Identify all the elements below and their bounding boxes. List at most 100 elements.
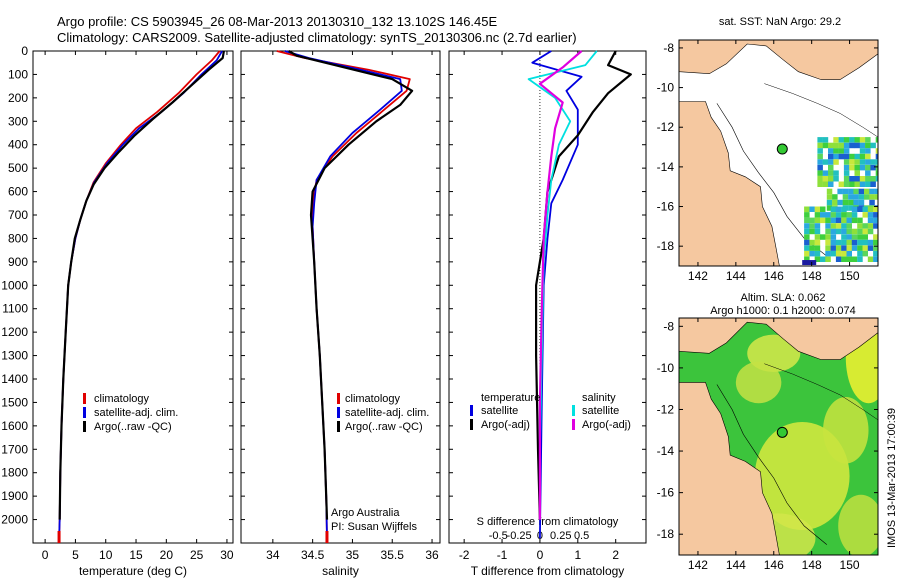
sst-pixel bbox=[809, 223, 815, 229]
x-axis-label: temperature (deg C) bbox=[79, 564, 187, 578]
sst-pixel bbox=[858, 199, 865, 206]
legend-label-t-satellite: satellite bbox=[481, 405, 518, 417]
sst-pixel bbox=[846, 212, 852, 218]
sst-pixel bbox=[865, 181, 871, 187]
legend-label-t-argo: Argo(-adj) bbox=[481, 419, 530, 431]
sst-pixel bbox=[870, 181, 876, 187]
map-y-tick-label: -16 bbox=[657, 486, 675, 500]
sst-pixel bbox=[841, 206, 847, 212]
sst-pixel bbox=[857, 206, 863, 212]
sst-pixel bbox=[873, 217, 878, 224]
sst-pixel bbox=[849, 153, 855, 160]
x-tick-label: 30 bbox=[220, 548, 234, 562]
sst-pixel bbox=[842, 194, 849, 200]
sst-pixel bbox=[832, 199, 838, 206]
sst-pixel bbox=[838, 153, 845, 160]
sst-pixel bbox=[854, 159, 860, 165]
australia-land bbox=[679, 101, 780, 266]
sst-pixel bbox=[862, 223, 868, 229]
sst-pixel bbox=[833, 159, 839, 165]
sst-pixel bbox=[862, 245, 868, 251]
sst-pixel bbox=[846, 245, 852, 251]
sst-pixel bbox=[804, 228, 810, 235]
sst-pixel bbox=[851, 217, 858, 224]
y-tick-label: 1100 bbox=[2, 302, 28, 316]
sst-pixel bbox=[870, 142, 876, 149]
s-tick-label: 0.5 bbox=[574, 530, 589, 542]
map-y-tick-label: -12 bbox=[657, 120, 675, 134]
x-tick-label: 20 bbox=[160, 548, 174, 562]
sst-pixel bbox=[817, 159, 823, 165]
map-y-tick-label: -12 bbox=[657, 402, 675, 416]
sst-pixel bbox=[804, 223, 810, 229]
sst-pixel bbox=[817, 137, 823, 143]
sst-pixel bbox=[826, 199, 833, 206]
sla-map-panel: 142 144 146 148 150 -8 -10 -12 -14 -16 -18 bbox=[657, 317, 879, 572]
sst-pixel bbox=[828, 164, 834, 171]
y-tick-label: 1600 bbox=[1, 419, 28, 433]
sst-pixel bbox=[825, 234, 831, 240]
sst-pixel bbox=[825, 245, 831, 251]
temperature-panel: 0100200300400500600700800900100011001200… bbox=[1, 44, 234, 578]
legend-swatch-s-satellite bbox=[572, 405, 575, 416]
legend-label-s-argo: Argo(-adj) bbox=[582, 419, 631, 431]
sst-pixel bbox=[814, 256, 821, 262]
sst-pixel bbox=[825, 250, 831, 257]
sst-pixel bbox=[865, 159, 871, 165]
bottom-marker bbox=[57, 531, 61, 543]
argo-float-marker[interactable] bbox=[776, 143, 788, 155]
map-x-tick-label: 144 bbox=[726, 269, 746, 283]
sst-pixel bbox=[862, 250, 868, 257]
sst-pixel bbox=[846, 223, 852, 229]
map-frame bbox=[678, 317, 879, 556]
sst-pixel bbox=[859, 176, 866, 182]
header-title-line1: Argo profile: CS 5903945_26 08-Mar-2013 … bbox=[57, 14, 498, 29]
x-tick-label: 35 bbox=[346, 548, 360, 562]
sst-pixel bbox=[822, 170, 829, 176]
sst-pixel bbox=[875, 170, 878, 176]
sst-pixel bbox=[843, 142, 850, 149]
sst-pixel bbox=[809, 217, 815, 224]
legend-label-climatology: climatology bbox=[94, 393, 150, 405]
sst-pixel bbox=[817, 176, 823, 182]
x-tick-label: 35.5 bbox=[381, 548, 405, 562]
sst-pixel bbox=[833, 142, 839, 149]
map-y-tick-label: -18 bbox=[657, 527, 675, 541]
sst-pixel bbox=[825, 239, 831, 246]
salinity-legend: climatology satellite-adj. clim. Argo(..… bbox=[337, 393, 429, 433]
png-land bbox=[679, 40, 878, 80]
x-axis-label: salinity bbox=[322, 564, 359, 578]
sst-pixel bbox=[873, 212, 878, 218]
sst-pixel bbox=[804, 234, 810, 240]
sst-pixel bbox=[835, 250, 842, 257]
legend-label-climatology: climatology bbox=[345, 393, 401, 405]
legend-swatch-climatology bbox=[83, 393, 86, 404]
legend-label-satellite: satellite-adj. clim. bbox=[345, 407, 429, 419]
plot-frame bbox=[32, 50, 234, 544]
s-tick-label: -0.5 bbox=[489, 530, 508, 542]
x-tick-label: 34 bbox=[266, 548, 280, 562]
sst-pixel bbox=[835, 212, 842, 218]
sst-pixel bbox=[859, 142, 866, 149]
sst-pixel bbox=[846, 256, 852, 262]
sst-pixel bbox=[820, 217, 826, 224]
sst-pixel bbox=[830, 245, 837, 251]
sst-pixel bbox=[814, 228, 821, 235]
sst-pixel bbox=[846, 250, 852, 257]
sst-pixel bbox=[804, 212, 810, 218]
argo-float-marker[interactable] bbox=[776, 426, 788, 438]
difference-panel: -2 -1 0 1 2-0.5-0.25 0 0.25 0.5S difference fro… bbox=[448, 50, 647, 578]
sst-pixel bbox=[865, 153, 871, 160]
sst-pixel bbox=[828, 148, 834, 154]
sst-pixel bbox=[814, 212, 821, 218]
sst-pixel bbox=[857, 250, 863, 257]
sla-map-title-line1: Altim. SLA: 0.062 bbox=[741, 292, 826, 304]
sst-pixel bbox=[809, 239, 815, 246]
sst-pixel bbox=[828, 181, 834, 187]
series-line-s-argo bbox=[538, 50, 583, 520]
sst-pixel bbox=[842, 199, 849, 206]
x-tick-label: 1 bbox=[574, 548, 581, 562]
sst-pixel bbox=[826, 188, 833, 195]
sst-pixel bbox=[835, 206, 842, 212]
y-tick-label: 1200 bbox=[1, 325, 28, 339]
